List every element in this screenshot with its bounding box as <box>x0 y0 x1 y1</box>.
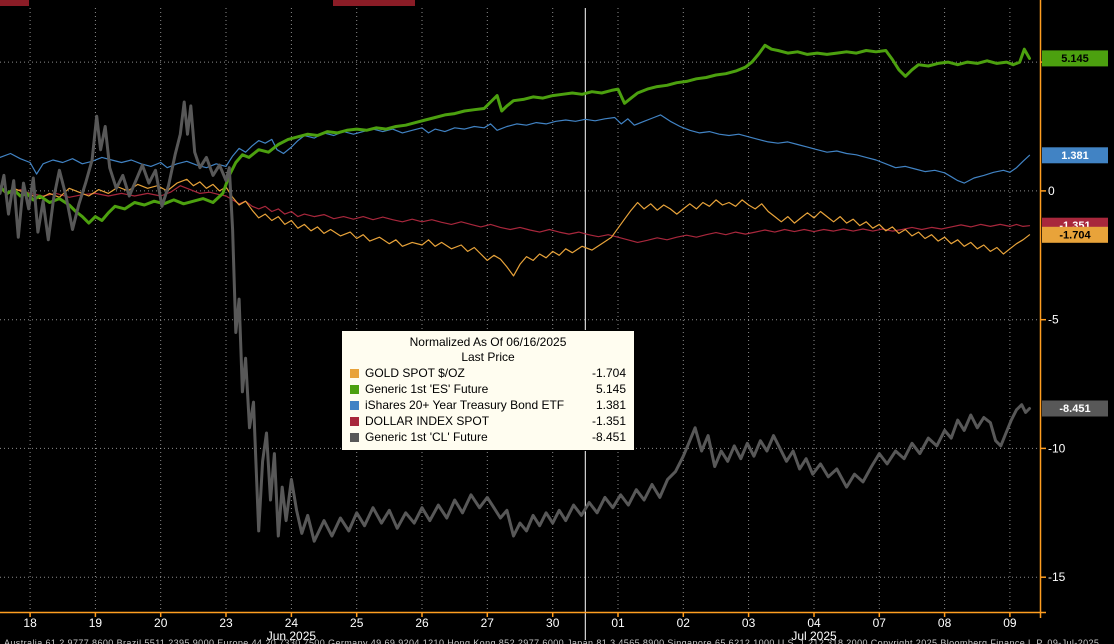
x-axis-label: 25 <box>350 616 364 630</box>
legend-subtitle: Last Price <box>461 350 515 364</box>
legend-value-es: 5.145 <box>595 382 626 396</box>
legend-rows: GOLD SPOT $/OZ -1.704 Generic 1st 'ES' Fut… <box>350 365 626 445</box>
series-line-dxy <box>0 185 1031 243</box>
legend-value-gold: -1.704 <box>591 366 626 380</box>
legend-swatch-tlt <box>350 400 359 410</box>
y-axis-label: 0 <box>1048 184 1055 198</box>
clipped-header-artifact-left <box>0 0 29 6</box>
x-axis-label: 18 <box>23 616 37 630</box>
legend-label-gold: GOLD SPOT $/OZ <box>365 366 465 380</box>
x-axis-label: 01 <box>611 616 625 630</box>
legend-swatch-gold <box>350 368 359 378</box>
x-axis-label: 02 <box>677 616 691 630</box>
last-price-badge-tlt <box>1042 147 1108 164</box>
legend-row-dxy: DOLLAR INDEX SPOT -1.351 <box>350 413 626 429</box>
x-axis-label: 19 <box>89 616 103 630</box>
legend-row-cl: Generic 1st 'CL' Future -8.451 <box>350 429 626 445</box>
last-price-badge-label-tlt: 1.381 <box>1061 150 1089 162</box>
legend-row-tlt: iShares 20+ Year Treasury Bond ETF 1.381 <box>350 397 626 413</box>
legend-label-es: Generic 1st 'ES' Future <box>365 382 489 396</box>
x-axis-label: 04 <box>807 616 821 630</box>
x-axis-label: 27 <box>481 616 495 630</box>
last-price-badge-label-es: 5.145 <box>1061 53 1089 65</box>
legend-value-dxy: -1.351 <box>591 414 626 428</box>
x-axis-label: 30 <box>546 616 560 630</box>
chart-legend: Normalized As Of 06/16/2025 Last Price G… <box>341 330 635 451</box>
series-line-es <box>0 43 1031 225</box>
last-price-badge-cl <box>1042 400 1108 417</box>
series-line-gold <box>0 178 1031 277</box>
x-axis-label: 07 <box>873 616 887 630</box>
x-axis-label: 03 <box>742 616 756 630</box>
legend-row-es: Generic 1st 'ES' Future 5.145 <box>350 381 626 397</box>
footer-clipped-text: Australia 61 2 9777 8600 Brazil 5511 239… <box>4 638 1100 644</box>
legend-title: Normalized As Of 06/16/2025 <box>409 335 567 349</box>
x-axis-label: 08 <box>938 616 952 630</box>
legend-swatch-cl <box>350 432 359 442</box>
last-price-badge-es <box>1042 50 1108 67</box>
legend-value-cl: -8.451 <box>591 430 626 444</box>
month-label: Jul 2025 <box>791 629 837 643</box>
y-axis-label: -5 <box>1048 313 1059 327</box>
x-axis-label: 20 <box>154 616 168 630</box>
legend-value-tlt: 1.381 <box>595 398 626 412</box>
x-axis-label: 26 <box>415 616 429 630</box>
legend-label-tlt: iShares 20+ Year Treasury Bond ETF <box>365 398 565 412</box>
last-price-badge-gold <box>1042 226 1108 243</box>
x-axis-label: 24 <box>285 616 299 630</box>
last-price-badge-label-cl: -8.451 <box>1059 403 1090 415</box>
legend-swatch-dxy <box>350 416 359 426</box>
x-axis-label: 23 <box>219 616 233 630</box>
legend-label-dxy: DOLLAR INDEX SPOT <box>365 414 490 428</box>
series-line-tlt <box>0 114 1031 184</box>
clipped-header-artifact-center <box>333 0 415 6</box>
series-line-cl <box>0 100 1031 543</box>
y-axis-label: -15 <box>1048 570 1066 584</box>
x-axis-label: 09 <box>1003 616 1017 630</box>
legend-swatch-es <box>350 384 359 394</box>
month-label: Jun 2025 <box>267 629 317 643</box>
legend-label-cl: Generic 1st 'CL' Future <box>365 430 488 444</box>
legend-row-gold: GOLD SPOT $/OZ -1.704 <box>350 365 626 381</box>
last-price-badge-label-gold: -1.704 <box>1059 229 1091 241</box>
y-axis-label: -10 <box>1048 441 1066 455</box>
